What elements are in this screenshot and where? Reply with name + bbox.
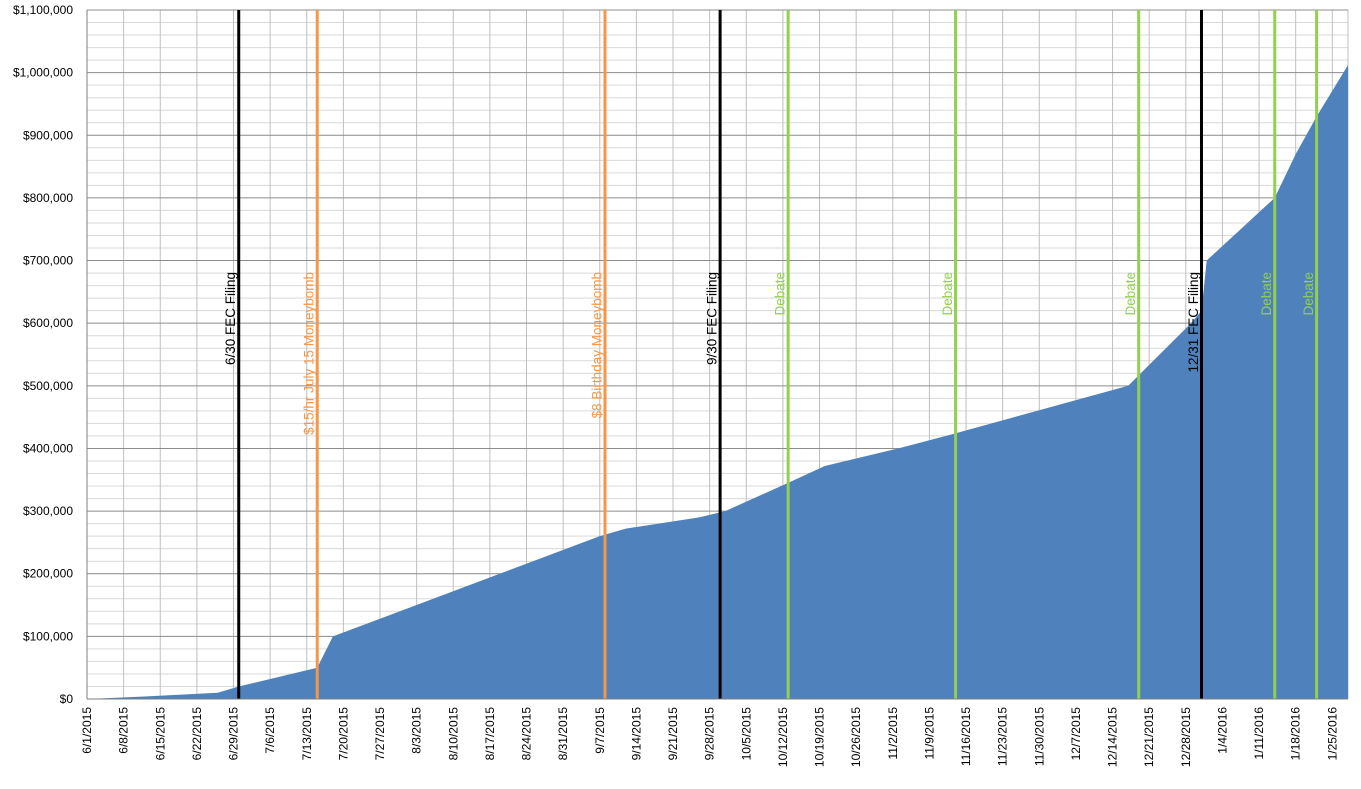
x-tick-label: 6/22/2015	[190, 707, 204, 761]
x-tick-label: 1/18/2016	[1289, 707, 1303, 761]
y-tick-label: $600,000	[23, 316, 73, 330]
x-tick-label: 7/27/2015	[373, 707, 387, 761]
x-tick-label: 12/28/2015	[1179, 707, 1193, 767]
y-tick-label: $1,100,000	[13, 3, 73, 17]
y-tick-label: $1,000,000	[13, 66, 73, 80]
y-tick-label: $900,000	[23, 128, 73, 142]
x-tick-label: 10/19/2015	[813, 707, 827, 767]
x-tick-label: 10/12/2015	[776, 707, 790, 767]
event-label: 6/30 FEC Filing	[223, 272, 238, 365]
x-tick-label: 7/6/2015	[263, 707, 277, 754]
x-tick-label: 11/23/2015	[996, 707, 1010, 766]
event-label: Debate	[1301, 272, 1316, 316]
event-label: $8 Birthday Moneybomb	[590, 272, 605, 418]
y-tick-label: $700,000	[23, 254, 73, 268]
y-tick-label: $800,000	[23, 191, 73, 205]
area-fill	[87, 65, 1348, 700]
area-series	[87, 65, 1348, 700]
x-tick-label: 10/26/2015	[849, 707, 863, 767]
y-tick-label: $300,000	[23, 504, 73, 518]
axes	[86, 10, 1348, 700]
x-tick-label: 9/28/2015	[703, 707, 717, 761]
x-tick-label: 1/25/2016	[1325, 707, 1339, 761]
x-tick-label: 12/7/2015	[1069, 707, 1083, 761]
x-tick-label: 9/7/2015	[593, 707, 607, 754]
y-tick-label: $500,000	[23, 379, 73, 393]
x-tick-label: 6/15/2015	[153, 707, 167, 761]
event-label: Debate	[773, 272, 788, 316]
event-markers: 6/30 FEC Filing $15/hr July 15 Moneybomb $…	[223, 10, 1319, 699]
x-tick-label: 9/21/2015	[666, 707, 680, 761]
event-label: Debate	[940, 272, 955, 316]
x-tick-label: 12/21/2015	[1142, 707, 1156, 767]
x-tick-label: 11/2/2015	[886, 707, 900, 760]
x-tick-label: 6/8/2015	[117, 707, 131, 754]
x-tick-label: 7/20/2015	[336, 707, 350, 761]
x-tick-label: 7/13/2015	[300, 707, 314, 761]
x-tick-label: 1/4/2016	[1215, 707, 1229, 754]
x-tick-label: 10/5/2015	[739, 707, 753, 761]
x-tick-label: 11/30/2015	[1032, 707, 1046, 766]
y-tick-label: $100,000	[23, 629, 73, 643]
x-axis-tick-labels: 6/1/2015 6/8/2015 6/15/2015 6/22/2015 6/29/2…	[80, 707, 1339, 767]
y-tick-label: $400,000	[23, 441, 73, 455]
y-tick-label: $0	[60, 692, 74, 706]
x-tick-label: 9/14/2015	[629, 707, 643, 761]
event-label: 9/30 FEC Filing	[705, 272, 720, 365]
event-label: 12/31 FEC Filing	[1186, 272, 1201, 373]
x-tick-label: 8/3/2015	[410, 707, 424, 754]
x-tick-label: 8/10/2015	[446, 707, 460, 761]
x-tick-label: 8/31/2015	[556, 707, 570, 761]
y-axis-tick-labels: $0 $100,000 $200,000 $300,000 $400,000 $500,0…	[13, 3, 73, 706]
x-tick-label: 6/29/2015	[227, 707, 241, 761]
x-tick-label: 11/9/2015	[922, 707, 936, 760]
x-tick-label: 6/1/2015	[80, 707, 94, 754]
x-tick-label: 8/24/2015	[520, 707, 534, 761]
event-label: Debate	[1123, 272, 1138, 316]
y-tick-label: $200,000	[23, 567, 73, 581]
x-tick-label: 11/16/2015	[959, 707, 973, 766]
event-label: Debate	[1259, 272, 1274, 316]
x-tick-label: 12/14/2015	[1106, 707, 1120, 767]
event-label: $15/hr July 15 Moneybomb	[302, 272, 317, 435]
x-tick-label: 8/17/2015	[483, 707, 497, 761]
x-tick-label: 1/11/2016	[1252, 707, 1266, 760]
